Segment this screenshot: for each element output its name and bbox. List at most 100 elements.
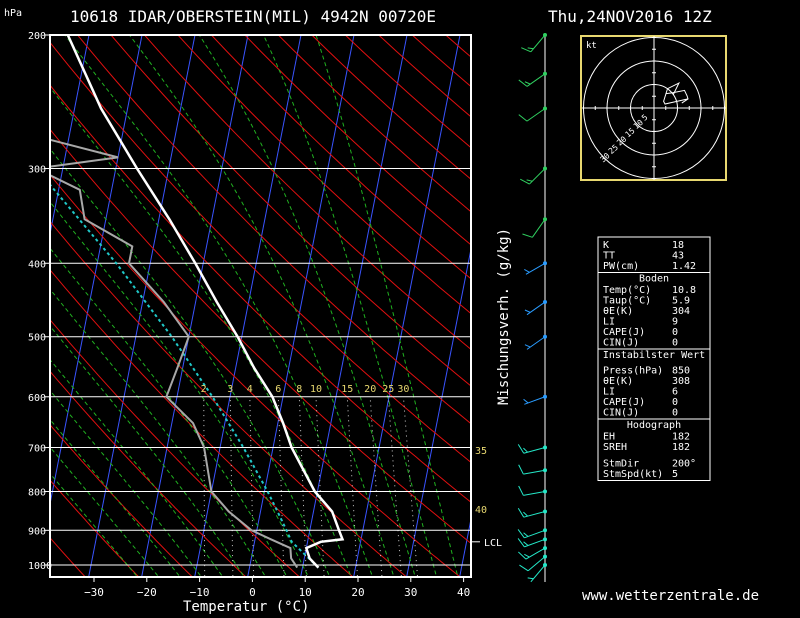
wind-feather — [517, 444, 525, 454]
wind-feather — [518, 79, 528, 87]
index-name: CIN(J) — [603, 408, 639, 419]
wind-barb — [524, 300, 547, 316]
wind-barb — [521, 33, 547, 53]
wind-feather — [517, 508, 525, 518]
dry-adiabat-line — [50, 370, 247, 577]
moist-adiabat-line — [50, 247, 288, 577]
wind-station-dot — [543, 563, 547, 567]
wind-staff — [525, 262, 546, 275]
index-value: 200° — [672, 459, 696, 470]
moist-adiabat-line — [64, 35, 374, 577]
station-title: 10618 IDAR/OBERSTEIN(MIL) 4942N 00720E — [70, 7, 436, 26]
dry-adiabat-line — [50, 220, 408, 577]
wind-barb — [517, 508, 547, 518]
index-value: 182 — [672, 442, 690, 453]
index-value: 5 — [672, 469, 678, 480]
moist-adiabat-line — [50, 148, 331, 577]
mixing-ratio-labels: 2 3 4 6 8 10 15 20 25 30 — [201, 384, 410, 395]
index-name: θE(K) — [603, 376, 633, 387]
temperature-tick-label: −10 — [190, 586, 210, 599]
pressure-tick-label: 300 — [28, 165, 46, 176]
mixing-ratio-label: 25 — [382, 384, 394, 395]
wind-feather — [524, 553, 530, 558]
temperature-tick-label: 20 — [351, 586, 364, 599]
temperature-tick-labels: −30 −20 −10 0 10 20 30 40 — [84, 577, 470, 599]
dry-adiabat-line — [50, 84, 471, 503]
wind-station-dot — [543, 489, 547, 494]
index-name: StmSpd(kt) — [603, 469, 663, 480]
index-value: 304 — [672, 306, 690, 317]
isotherm-line — [353, 35, 461, 577]
dry-adiabat-line — [177, 35, 471, 315]
dry-adiabat-line — [277, 35, 471, 213]
index-value: 18 — [672, 240, 684, 251]
wind-staff — [523, 447, 546, 454]
mixing-ratio-label: 15 — [341, 384, 353, 395]
wind-barb — [518, 106, 547, 122]
wind-staff — [527, 556, 546, 572]
index-name: StmDir — [603, 459, 639, 470]
wind-feather — [527, 577, 534, 580]
index-value: 6 — [672, 387, 678, 398]
mixing-ratio-label: 30 — [397, 384, 409, 395]
dry-adiabat-line — [50, 128, 471, 544]
index-value: 43 — [672, 251, 684, 262]
wind-station-dot — [543, 334, 547, 339]
wind-feather — [524, 81, 531, 85]
moist-adiabat-line — [129, 35, 395, 577]
pressure-tick-label: 400 — [28, 259, 46, 270]
panel-section-title: Hodograph — [627, 420, 681, 431]
index-value: 0 — [672, 408, 678, 419]
mixing-ratio-label: 8 — [296, 384, 302, 395]
dry-adiabat-line — [50, 537, 86, 577]
temperature-curve — [66, 35, 345, 569]
panel-section-title: Boden — [639, 274, 669, 285]
wind-staff — [526, 73, 546, 87]
dry-adiabat-line — [50, 41, 471, 464]
plot-frame — [49, 34, 472, 578]
dry-adiabat-line — [344, 35, 471, 149]
wind-barb — [524, 334, 547, 350]
mixing-ratio-line — [249, 396, 255, 577]
wind-barb — [518, 464, 547, 475]
hodograph-unit: kt — [586, 41, 597, 51]
isotherm-line — [50, 35, 90, 237]
dry-adiabat-line — [50, 423, 194, 577]
index-value: 308 — [672, 376, 690, 387]
dry-adiabat-line — [526, 18, 800, 584]
dry-adiabat-line — [143, 35, 471, 351]
moist-adiabat-line — [263, 35, 438, 577]
dry-adiabat-line — [76, 35, 471, 425]
wind-feather — [526, 179, 533, 182]
index-name: CAPE(J) — [603, 327, 645, 338]
wind-station-dot — [543, 71, 547, 76]
mixing-ratio-label: 2 — [201, 384, 207, 395]
temperature-tick-label: −20 — [137, 586, 157, 599]
mixing-ratio-line — [402, 396, 419, 577]
wind-feather — [524, 309, 531, 313]
wind-feather — [518, 464, 524, 475]
wind-feather — [521, 47, 532, 53]
pressure-tick-label: 200 — [28, 31, 46, 42]
isotherm-line — [300, 35, 408, 577]
mixing-ratio-line — [369, 396, 383, 577]
temperature-tick-label: 0 — [249, 586, 256, 599]
website-credit: www.wetterzentrale.de — [582, 588, 759, 604]
pressure-tick-label: 600 — [28, 393, 46, 404]
wind-station-dot — [543, 261, 547, 266]
isotherm-line — [50, 35, 143, 507]
date-title: Thu,24NOV2016 12Z — [548, 7, 712, 26]
dry-adiabat-line — [50, 173, 461, 577]
wind-staff — [523, 510, 546, 518]
wind-staff — [523, 491, 546, 496]
wind-barb — [518, 71, 547, 87]
index-name: PW(cm) — [603, 261, 639, 272]
wind-feather — [527, 47, 534, 50]
side-label: 35 — [475, 446, 487, 457]
pressure-unit: hPa — [4, 8, 22, 19]
wind-feather — [524, 268, 530, 273]
isotherm-line — [0, 18, 39, 584]
wind-feather — [524, 344, 531, 348]
